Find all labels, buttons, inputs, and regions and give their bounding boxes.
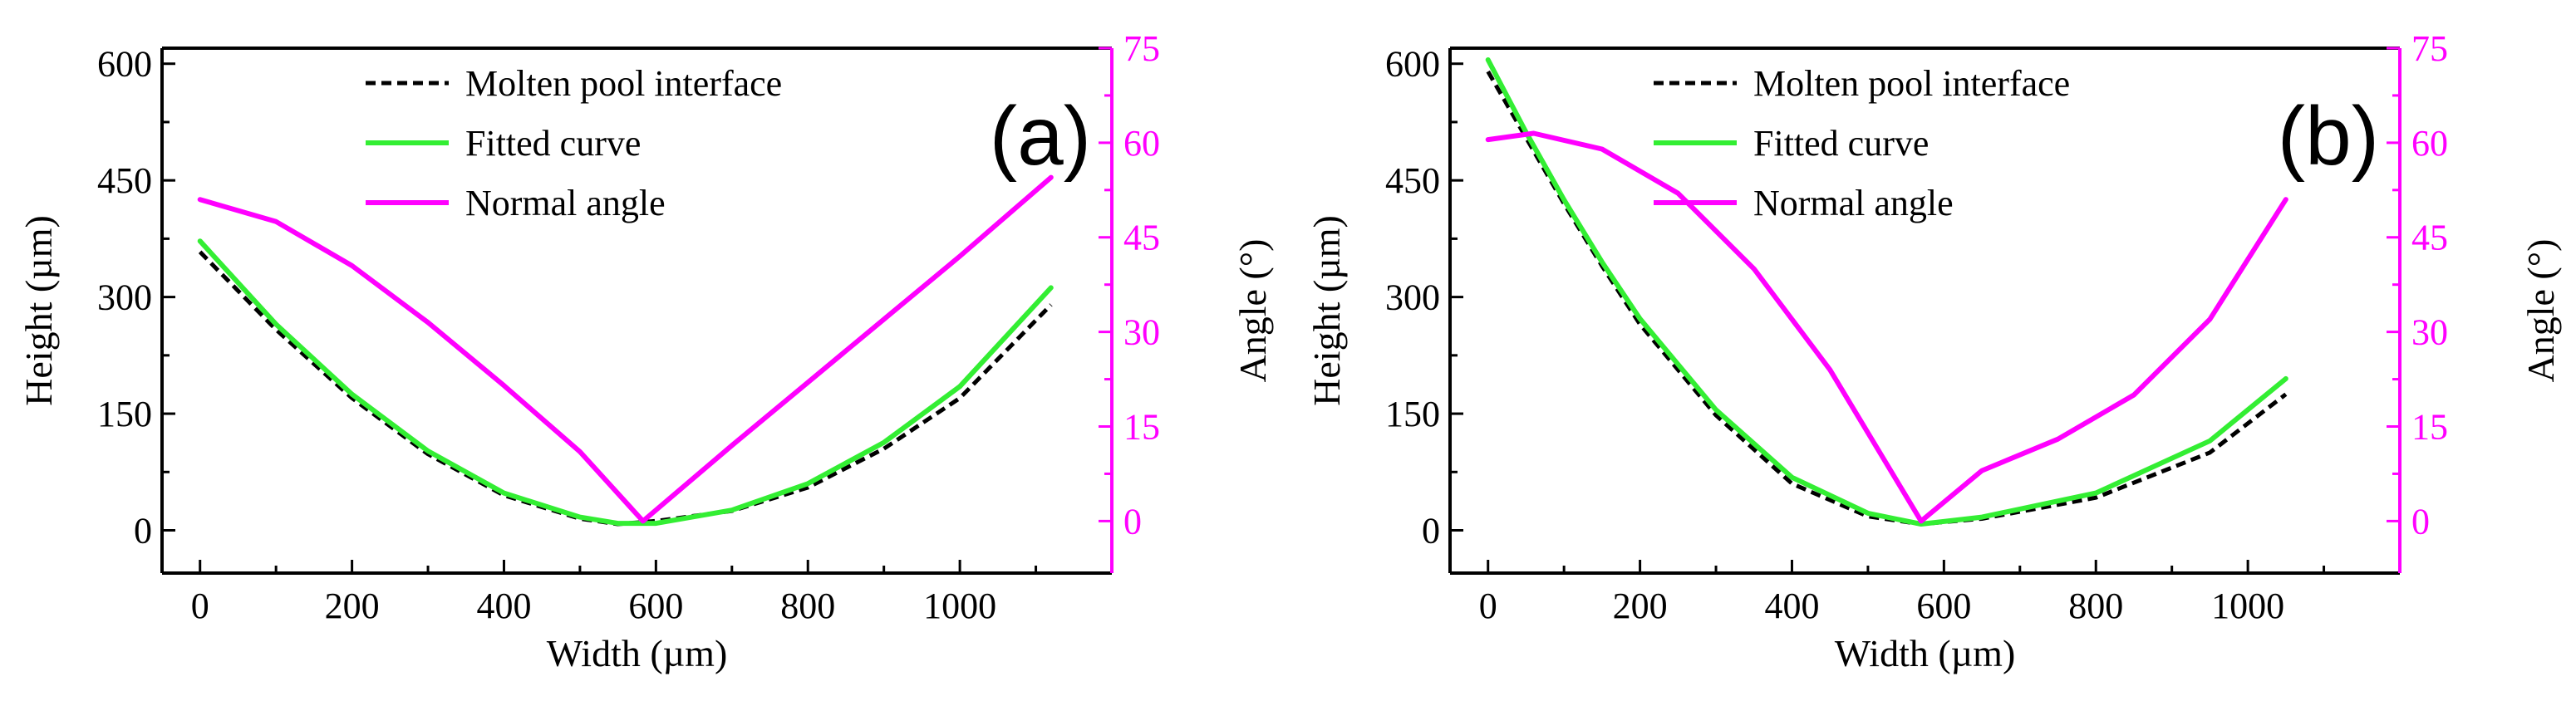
- y2-tick-label: 45: [2411, 218, 2448, 258]
- y-tick-label: 600: [1385, 44, 1440, 85]
- legend-label: Fitted curve: [465, 123, 641, 164]
- legend-label: Molten pool interface: [1753, 63, 2070, 104]
- series-line-normal-angle: [1485, 130, 2288, 524]
- y2-tick-label: 60: [2411, 123, 2448, 164]
- x-tick-label: 1000: [2211, 586, 2284, 626]
- legend-label: Fitted curve: [1753, 123, 1929, 164]
- y2-tick-label: 45: [1123, 218, 1160, 258]
- x-axis-title: Width (µm): [1835, 632, 2016, 674]
- y-tick-label: 150: [1385, 394, 1440, 434]
- series-line-fitted-curve: [197, 238, 1054, 527]
- y-tick-label: 300: [1385, 277, 1440, 318]
- x-tick-label: 0: [191, 586, 209, 626]
- y-tick-label: 0: [134, 511, 152, 551]
- x-axis-title: Width (µm): [547, 632, 728, 674]
- chart-panel-b: 0 200 400 600 800 1000 0 150 300 450 600 0 15 30 45 60 7…: [1288, 0, 2576, 701]
- chart-panel-a: 0 200 400 600 800 1000 0 150 300 450 600 0 15 30 45 60 7…: [17, 28, 1274, 674]
- series-line-molten-pool-interface: [198, 250, 1053, 527]
- x-tick-label: 200: [325, 586, 380, 626]
- series-line-normal-angle: [197, 174, 1054, 524]
- x-tick-label: 600: [1916, 586, 1971, 626]
- y-tick-label: 600: [97, 44, 152, 85]
- y2-tick-label: 15: [2411, 406, 2448, 447]
- x-tick-label: 800: [2068, 586, 2123, 626]
- panel-label: (b): [2278, 90, 2379, 183]
- x-tick-label: 600: [628, 586, 683, 626]
- y2-tick-label: 0: [2411, 501, 2430, 542]
- y2-tick-label: 30: [2411, 312, 2448, 353]
- y2-tick-label: 0: [1123, 501, 1142, 542]
- x-tick-label: 400: [476, 586, 531, 626]
- y-tick-label: 0: [1422, 511, 1440, 551]
- y-tick-label: 450: [97, 160, 152, 201]
- series-line-molten-pool-interface: [1486, 70, 2288, 527]
- y2-tick-label: 60: [1123, 123, 1160, 164]
- chart-svg: 0 200 400 600 800 1000 0 150 300 450 600 0 15 30 45 60 7…: [17, 28, 1274, 674]
- y-axis-title: Height (µm): [17, 215, 60, 406]
- x-tick-label: 800: [780, 586, 835, 626]
- y2-tick-label: 30: [1123, 312, 1160, 353]
- y2-axis-title: Angle (°): [1231, 239, 1274, 383]
- legend-label: Normal angle: [465, 183, 666, 223]
- y2-axis-title: Angle (°): [2519, 239, 2562, 383]
- legend-label: Normal angle: [1753, 183, 1954, 223]
- x-tick-label: 200: [1613, 586, 1668, 626]
- x-tick-label: 1000: [923, 586, 996, 626]
- y2-tick-label: 75: [2411, 28, 2448, 69]
- y2-tick-label: 15: [1123, 406, 1160, 447]
- x-tick-label: 400: [1764, 586, 1819, 626]
- y2-tick-label: 75: [1123, 28, 1160, 69]
- panel-label: (a): [990, 90, 1091, 183]
- y-tick-label: 300: [97, 277, 152, 318]
- chart-svg: 0 200 400 600 800 1000 0 150 300 450 600 0 15 30 45 60 7…: [1305, 28, 2562, 674]
- x-tick-label: 0: [1479, 586, 1497, 626]
- y-axis-title: Height (µm): [1305, 215, 1348, 406]
- legend-label: Molten pool interface: [465, 63, 782, 104]
- series-line-fitted-curve: [1485, 57, 2288, 527]
- y-tick-label: 150: [97, 394, 152, 434]
- y-tick-label: 450: [1385, 160, 1440, 201]
